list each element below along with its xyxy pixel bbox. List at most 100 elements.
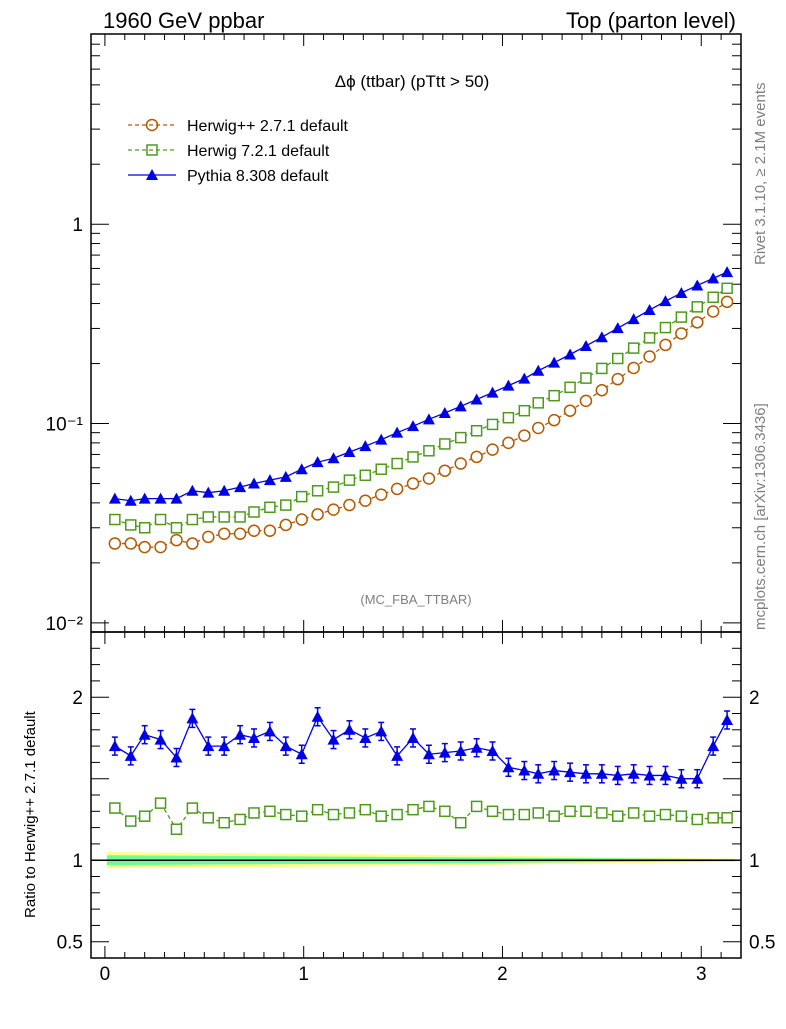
main-point-square bbox=[343, 474, 356, 486]
main-point-triangle bbox=[407, 420, 420, 432]
main-point-triangle bbox=[186, 484, 199, 496]
main-point-triangle bbox=[359, 440, 372, 452]
main-point-circle bbox=[563, 404, 577, 417]
ratio-point-square bbox=[375, 810, 387, 822]
main-point-square bbox=[659, 321, 672, 334]
main-point-circle bbox=[124, 537, 138, 550]
ratio-point-square bbox=[407, 803, 419, 816]
main-point-square bbox=[125, 519, 137, 531]
ratio-point-triangle bbox=[407, 731, 420, 743]
ratio-point-triangle bbox=[359, 731, 372, 743]
ratio-point-triangle bbox=[579, 767, 592, 779]
legend-pythia-marker bbox=[146, 169, 158, 180]
ratio-point-square bbox=[280, 808, 292, 821]
main-point-triangle bbox=[721, 266, 734, 278]
main-point-square bbox=[596, 362, 608, 375]
main-point-triangle bbox=[595, 331, 608, 343]
main-point-circle bbox=[518, 429, 531, 442]
main-point-triangle bbox=[502, 379, 515, 391]
ratio-point-triangle bbox=[564, 766, 577, 778]
ratio-point-triangle bbox=[691, 772, 704, 784]
ratio-point-square bbox=[327, 808, 340, 821]
main-point-triangle bbox=[375, 433, 388, 445]
main-point-triangle bbox=[548, 356, 561, 368]
legend-herwig7-label: Herwig 7.2.1 default bbox=[187, 143, 330, 160]
main-point-triangle bbox=[438, 406, 451, 418]
main-point-square bbox=[643, 332, 656, 344]
main-point-triangle bbox=[659, 295, 672, 307]
ratio-point-triangle bbox=[707, 740, 720, 752]
ratio-point-triangle bbox=[486, 744, 499, 756]
main-point-circle bbox=[311, 508, 324, 521]
ratio-point-triangle bbox=[659, 769, 672, 781]
main-point-circle bbox=[502, 436, 515, 450]
main-point-square bbox=[391, 457, 403, 470]
ratio-point-square bbox=[439, 805, 451, 818]
main-point-circle bbox=[202, 530, 215, 544]
main-point-square bbox=[470, 425, 483, 437]
ratio-point-triangle bbox=[502, 761, 515, 773]
main-point-triangle bbox=[138, 492, 151, 504]
ratio-point-triangle bbox=[234, 728, 247, 740]
main-series-line bbox=[114, 287, 728, 529]
ratio-point-square bbox=[125, 815, 137, 827]
main-point-square bbox=[454, 431, 467, 444]
main-point-square bbox=[407, 451, 419, 463]
main-point-square bbox=[502, 411, 515, 424]
main-point-circle bbox=[217, 527, 231, 540]
y-tick-label-main: 10⁻¹ bbox=[46, 415, 84, 436]
main-point-triangle bbox=[675, 286, 688, 298]
main-point-circle bbox=[706, 305, 720, 318]
main-point-square bbox=[295, 490, 308, 503]
main-point-square bbox=[439, 438, 451, 450]
ratio-point-triangle bbox=[391, 749, 404, 761]
ratio-point-triangle bbox=[170, 751, 183, 763]
main-point-square bbox=[627, 342, 640, 354]
main-point-circle bbox=[659, 338, 672, 352]
x-tick-label: 2 bbox=[497, 964, 508, 985]
main-point-square bbox=[186, 513, 199, 526]
main-point-triangle bbox=[295, 463, 308, 475]
main-point-circle bbox=[531, 421, 545, 435]
ratio-point-triangle bbox=[454, 744, 467, 756]
ratio-point-triangle bbox=[138, 728, 151, 740]
main-point-circle bbox=[233, 527, 247, 540]
ratio-point-triangle bbox=[327, 733, 340, 745]
ratio-point-square bbox=[643, 810, 656, 822]
main-point-square bbox=[691, 301, 704, 313]
main-point-square bbox=[327, 481, 340, 493]
main-point-triangle bbox=[691, 279, 704, 291]
ratio-point-square bbox=[234, 813, 246, 826]
y-tick-label-ratio-left: 2 bbox=[72, 688, 83, 709]
ratio-point-square bbox=[154, 797, 167, 809]
main-point-triangle bbox=[532, 364, 545, 376]
ratio-plot-frame bbox=[90, 631, 742, 959]
ratio-point-square bbox=[218, 816, 230, 829]
ratio-point-triangle bbox=[154, 733, 167, 745]
legend-herwigpp-label: Herwig++ 2.7.1 default bbox=[187, 118, 349, 135]
ratio-series-line bbox=[114, 715, 728, 780]
main-point-circle bbox=[108, 537, 122, 550]
ratio-point-triangle bbox=[124, 749, 137, 761]
ratio-point-triangle bbox=[186, 712, 199, 724]
main-point-circle bbox=[406, 477, 420, 490]
main-point-triangle bbox=[202, 486, 215, 498]
main-point-triangle bbox=[391, 426, 404, 438]
main-point-square bbox=[721, 282, 733, 295]
ratio-point-square bbox=[675, 810, 688, 822]
rivet-version-label: Rivet 3.1.10, ≥ 2.1M events bbox=[752, 83, 769, 266]
main-point-triangle bbox=[218, 484, 231, 496]
x-tick-label: 1 bbox=[298, 964, 309, 985]
ratio-point-square bbox=[707, 812, 719, 824]
main-series-line bbox=[114, 271, 728, 502]
ratio-point-square bbox=[721, 812, 733, 824]
main-point-triangle bbox=[263, 474, 276, 486]
main-point-circle bbox=[422, 472, 436, 485]
main-point-square bbox=[138, 522, 151, 534]
y-tick-label-ratio-left: 1 bbox=[72, 851, 83, 872]
ratio-point-triangle bbox=[422, 748, 435, 760]
legend-herwigpp-marker bbox=[145, 118, 159, 132]
main-point-square bbox=[264, 501, 276, 514]
main-point-triangle bbox=[470, 393, 483, 405]
